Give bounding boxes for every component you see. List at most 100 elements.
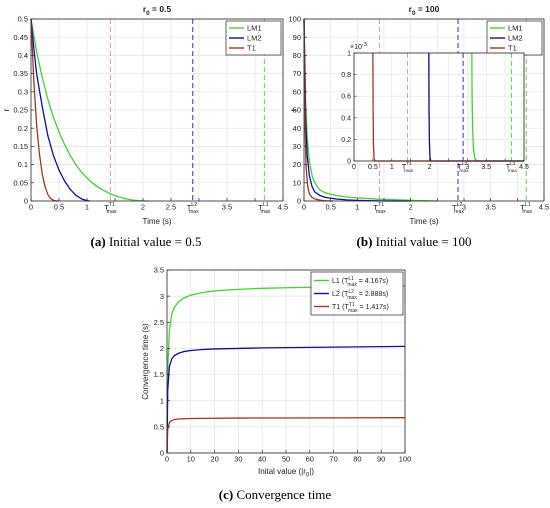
chart-title: r0 = 0.5 [143, 4, 172, 17]
tmax-tick-label: TL2 max [187, 202, 199, 215]
x-tick-label: 0 [165, 455, 169, 464]
y-tick-label: 20 [293, 160, 301, 169]
y-tick-label: 0 [24, 197, 28, 206]
x-axis-label: Time (s) [142, 217, 171, 226]
y-tick-label: 0 [297, 197, 301, 206]
x-tick-label: 90 [377, 455, 385, 464]
y-tick-label: 0.2 [18, 124, 28, 133]
series-line-lm2 [30, 18, 90, 202]
series-line-lm1 [30, 18, 149, 202]
y-tick-label: 0.25 [13, 106, 28, 115]
y-tick-label: 0.1 [18, 160, 28, 169]
x-tick-label: 20 [210, 455, 218, 464]
legend-label: LM2 [247, 34, 262, 43]
y-tick-label: 0 [160, 449, 164, 458]
legend-label: L2 (TL2 max = 2.888s) [332, 289, 388, 301]
inset-x-tick-label: 1 [390, 164, 394, 171]
y-tick-label: 3.5 [154, 266, 164, 275]
inset-y-tick-label: 0.6 [341, 94, 351, 101]
legend-label: T1 [508, 44, 517, 53]
inset-tmax-tick-label: TL1 max [506, 161, 518, 174]
caption-a: (a) Initial value = 0.5 [91, 234, 202, 249]
series-line-l2 [166, 345, 406, 454]
legend-label: LM1 [508, 24, 523, 33]
inset-frame [353, 52, 525, 162]
chart-title: r0 = 100 [409, 4, 440, 17]
x-tick-label: 4.5 [539, 203, 549, 212]
tmax-tick-label: TT1 max [104, 202, 117, 215]
x-tick-label: 40 [258, 455, 266, 464]
inset-x-tick-label: 2 [428, 164, 432, 171]
y-tick-label: 0.5 [18, 15, 28, 24]
y-tick-label: 0.3 [18, 87, 28, 96]
x-tick-label: 50 [282, 455, 290, 464]
y-tick-label: 1.5 [154, 370, 164, 379]
y-tick-label: 0.35 [13, 69, 28, 78]
y-axis-label: Convergence time (s) [141, 323, 150, 400]
tmax-tick-label: TL1 max [520, 202, 532, 215]
caption-b: (b) Initial value = 100 [357, 234, 472, 249]
x-tick-label: 80 [353, 455, 361, 464]
y-tick-label: 50 [293, 106, 301, 115]
caption-c: (c) Convergence time [219, 487, 332, 502]
legend-label: L1 (TL1 max = 4.167s) [332, 276, 388, 288]
inset-y-tick-label: 0.4 [341, 115, 351, 122]
y-tick-label: 2 [160, 344, 164, 353]
y-tick-label: 40 [293, 124, 301, 133]
inset-y-tick-label: 0.2 [341, 137, 351, 144]
y-tick-label: 0.15 [13, 142, 28, 151]
y-tick-label: 0.05 [13, 178, 28, 187]
y-axis-label: r [2, 108, 11, 111]
x-tick-label: 0.5 [54, 203, 64, 212]
inset-y-tick-label: 0.8 [341, 72, 351, 79]
inset-y-tick-label: 0 [347, 159, 351, 166]
x-tick-label: 3.5 [222, 203, 232, 212]
tmax-tick-label: TL2 max [452, 202, 464, 215]
series-line-t1 [30, 18, 60, 202]
x-tick-label: 3.5 [485, 203, 495, 212]
x-tick-label: 0 [302, 203, 306, 212]
y-tick-label: 2.5 [154, 318, 164, 327]
y-tick-label: 3 [160, 292, 164, 301]
x-tick-label: 2 [141, 203, 145, 212]
x-tick-label: 70 [329, 455, 337, 464]
y-tick-label: 30 [293, 142, 301, 151]
legend-label: LM2 [508, 34, 523, 43]
inset-tmax-tick-label: TL2 max [458, 161, 470, 174]
series-line-t1 [166, 417, 406, 454]
y-axis-label: r [289, 108, 298, 111]
x-tick-label: 2 [409, 203, 413, 212]
x-tick-label: 10 [187, 455, 195, 464]
x-tick-label: 4.5 [278, 203, 288, 212]
x-axis-label: Inital value (|r0|) [258, 467, 314, 479]
inset-x-tick-label: 0.5 [368, 164, 378, 171]
x-tick-label: 1 [355, 203, 359, 212]
y-tick-label: 10 [293, 178, 301, 187]
tmax-tick-label: TT1 max [373, 202, 386, 215]
y-tick-label: 0.4 [18, 51, 28, 60]
chart-panel-a: 0 0.5 1 2 2.5 3.5 4.5 0 0.05 0.1 0.15 0.2 0.25 0.3 0.3… [2, 4, 288, 226]
inset-x-tick-label: 0 [352, 164, 356, 171]
y-tick-label: 0.5 [154, 422, 164, 431]
x-tick-label: 2.5 [166, 203, 176, 212]
inset-x-tick-label: 4.5 [519, 164, 529, 171]
chart-panel-c: 0 10 20 30 40 50 60 70 80 90 100 0 0.5 1 1.5 2 2.5 3 3.5 In… [141, 266, 411, 479]
legend-label: T1 (TT1 max = 1.417s) [332, 302, 389, 314]
y-tick-label: 0.45 [13, 33, 28, 42]
x-axis-label: Time (s) [409, 217, 438, 226]
x-tick-label: 0.5 [325, 203, 335, 212]
inset-tmax-tick-label: TT1 max [402, 161, 414, 174]
inset-chart: 0 0.5 1 2 3 3.5 4.5 0 0.2 0.4 0.6 0.8 1 TT1 max TL2 max T… [341, 42, 529, 174]
x-tick-label: 0 [29, 203, 33, 212]
inset-exponent-label: ×10-3 [350, 42, 367, 51]
inset-background [354, 53, 524, 161]
tmax-tick-label: TL1 max [258, 202, 270, 215]
